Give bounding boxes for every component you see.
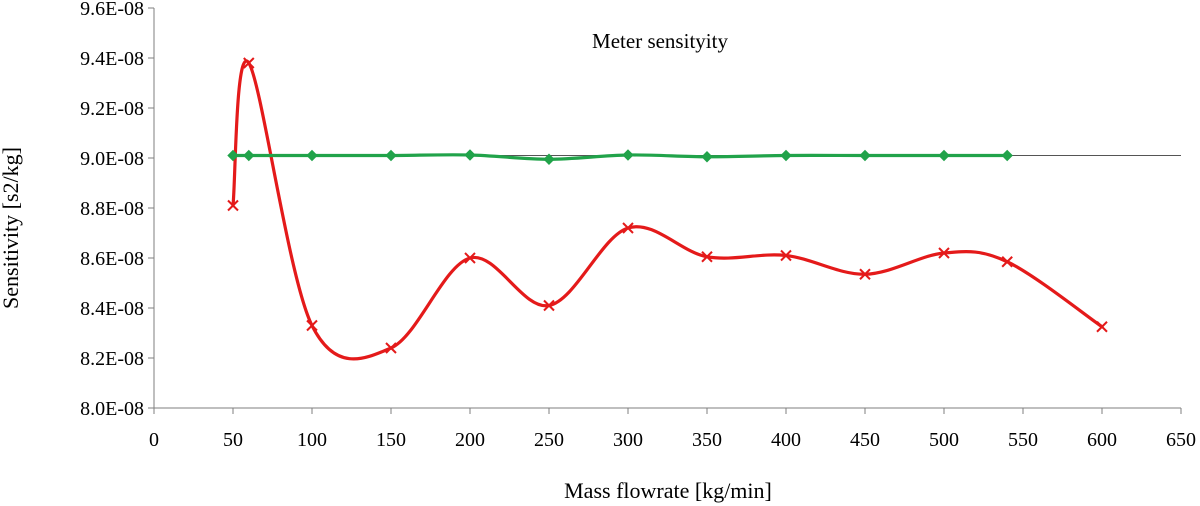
data-point-x-marker — [543, 299, 555, 312]
data-point-diamond-marker — [464, 149, 476, 161]
x-tick-label: 200 — [455, 429, 485, 451]
data-point-diamond-marker — [1001, 149, 1013, 162]
data-point-diamond-marker — [622, 149, 634, 161]
y-tick-label: 9.0E-08 — [80, 148, 144, 170]
data-point-x-marker — [622, 222, 634, 234]
axes: 8.0E-08 8.2E-08 8.4E-08 8.6E-08 8.8E-08 9.0E-… — [80, 0, 1196, 451]
x-tick-label: 650 — [1166, 429, 1196, 451]
data-point-x-marker — [701, 251, 713, 263]
y-axis-title: Sensitivity [s2/kg] — [0, 147, 23, 309]
data-point-x-marker — [385, 342, 397, 354]
data-point-diamond-marker — [227, 149, 239, 162]
x-tick-label: 250 — [534, 429, 564, 451]
series-1-line — [231, 59, 1104, 361]
x-tick-label: 400 — [771, 429, 801, 451]
data-point-diamond-marker — [385, 149, 397, 162]
y-tick-label: 8.0E-08 — [80, 398, 144, 420]
data-point-x-marker — [306, 319, 318, 332]
series-2-line — [231, 153, 1009, 161]
data-point-x-marker — [1096, 321, 1108, 333]
data-point-diamond-marker — [938, 149, 950, 162]
series-layer — [227, 57, 1108, 361]
data-point-x-marker — [227, 199, 239, 212]
data-point-diamond-marker — [306, 149, 318, 162]
x-tick-label: 350 — [692, 429, 722, 451]
x-tick-label: 450 — [850, 429, 880, 451]
data-point-x-marker — [243, 57, 255, 69]
y-tick-label: 9.2E-08 — [80, 98, 144, 120]
series-1 — [227, 57, 1108, 361]
y-tick-label: 8.4E-08 — [80, 298, 144, 320]
data-point-diamond-marker — [701, 151, 713, 163]
y-tick-label: 9.4E-08 — [80, 48, 144, 70]
x-tick-label: 100 — [297, 429, 327, 451]
data-point-x-marker — [1001, 256, 1013, 268]
x-tick-label: 550 — [1008, 429, 1038, 451]
x-tick-label: 600 — [1087, 429, 1117, 451]
y-tick-label: 8.8E-08 — [80, 198, 144, 220]
y-tick-label: 9.6E-08 — [80, 0, 144, 20]
y-tick-label: 8.2E-08 — [80, 348, 144, 370]
x-tick-label: 500 — [929, 429, 959, 451]
y-tick-label: 8.6E-08 — [80, 248, 144, 270]
x-tick-label: 50 — [223, 429, 243, 451]
data-point-diamond-marker — [859, 149, 871, 162]
chart-title: Meter sensityity — [592, 29, 728, 53]
series-2 — [227, 149, 1013, 165]
x-axis-title: Mass flowrate [kg/min] — [564, 478, 772, 503]
data-point-diamond-marker — [543, 153, 555, 165]
x-tick-label: 300 — [613, 429, 643, 451]
data-point-diamond-marker — [243, 149, 255, 162]
data-point-x-marker — [859, 268, 871, 280]
x-tick-label: 0 — [149, 429, 159, 451]
data-point-diamond-marker — [780, 149, 792, 162]
data-point-x-marker — [938, 247, 950, 259]
x-tick-label: 150 — [376, 429, 406, 451]
data-point-x-marker — [464, 252, 476, 264]
data-point-x-marker — [780, 249, 792, 262]
